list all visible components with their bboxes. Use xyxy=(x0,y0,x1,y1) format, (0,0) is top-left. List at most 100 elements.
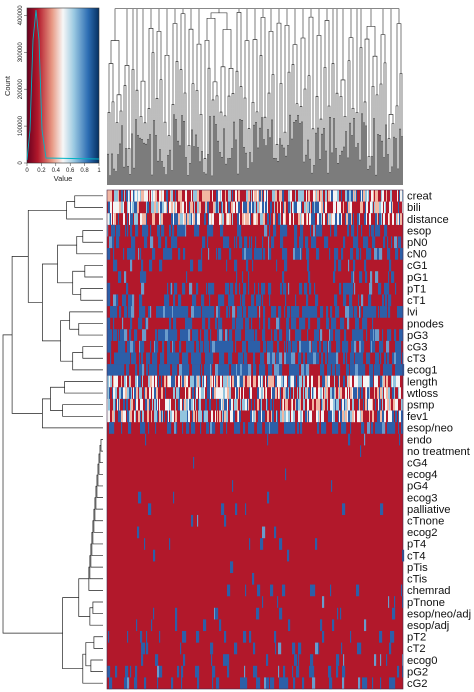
heatmap-cell xyxy=(132,201,135,214)
heatmap-cell xyxy=(218,294,222,307)
heatmap-cell xyxy=(221,294,225,307)
heatmap-cell xyxy=(248,306,252,318)
heatmap-cell xyxy=(389,375,392,388)
heatmap-cell xyxy=(270,190,273,202)
heatmap-cell xyxy=(195,190,198,202)
heatmap-cell xyxy=(305,201,307,214)
heatmap-cell xyxy=(214,398,217,411)
heatmap-cell xyxy=(115,201,117,214)
color-key-x-label: Value xyxy=(54,174,73,183)
heatmap-cell xyxy=(189,317,192,330)
heatmap-cell xyxy=(297,387,299,399)
heatmap-row xyxy=(107,398,404,411)
heatmap-cell xyxy=(283,398,285,411)
heatmap-cell xyxy=(109,329,112,341)
heatmap-cell xyxy=(152,201,155,214)
heatmap-cell xyxy=(142,329,144,341)
heatmap-cell xyxy=(341,398,343,411)
heatmap-cell xyxy=(314,306,316,318)
heatmap-cell xyxy=(365,190,368,202)
heatmap-cell xyxy=(248,190,251,202)
heatmap-cell xyxy=(286,410,289,423)
heatmap-cell xyxy=(223,236,227,249)
heatmap-cell xyxy=(283,375,285,388)
heatmap-cell xyxy=(157,306,161,318)
heatmap-cell xyxy=(387,213,389,225)
row-dendrogram-branch xyxy=(99,444,103,464)
heatmap-cell xyxy=(300,248,302,260)
heatmap-cell xyxy=(342,398,345,411)
heatmap-cell xyxy=(258,410,260,423)
heatmap-cell xyxy=(136,387,138,399)
heatmap-cell xyxy=(123,387,125,399)
heatmap-cell xyxy=(142,387,145,399)
heatmap-cell xyxy=(312,398,315,411)
heatmap-cell xyxy=(156,201,158,214)
heatmap-cell xyxy=(113,387,116,399)
heatmap-cell xyxy=(320,306,324,318)
heatmap-cell xyxy=(367,398,369,411)
heatmap-cell xyxy=(266,375,268,388)
heatmap-cell xyxy=(107,282,109,295)
heatmap-cell xyxy=(377,190,379,202)
heatmap-cell xyxy=(289,375,291,388)
heatmap-cell xyxy=(121,387,124,399)
heatmap-cell xyxy=(337,398,340,411)
heatmap-cell xyxy=(383,213,386,225)
heatmap-cell xyxy=(250,375,252,388)
heatmap-cell xyxy=(142,375,144,388)
heatmap-cell xyxy=(277,410,279,423)
heatmap-cell xyxy=(386,387,389,399)
heatmap-cell xyxy=(255,410,257,423)
heatmap-cell xyxy=(188,375,191,388)
heatmap-cell xyxy=(373,398,376,411)
heatmap-cell xyxy=(312,584,316,597)
heatmap-cell xyxy=(307,375,310,388)
heatmap-cell xyxy=(112,201,114,214)
heatmap-cell xyxy=(305,387,308,399)
heatmap-cell xyxy=(363,306,366,318)
heatmap-cell xyxy=(172,410,175,423)
heatmap-cell xyxy=(190,259,194,272)
heatmap-cell xyxy=(369,224,371,237)
heatmap-cell xyxy=(150,236,154,249)
row-dendrogram-branch xyxy=(57,244,77,284)
heatmap-row xyxy=(145,433,401,446)
heatmap-cell xyxy=(183,398,185,411)
heatmap-cell xyxy=(240,677,243,690)
heatmap-cell xyxy=(308,190,311,202)
heatmap-cell xyxy=(268,282,272,295)
heatmap-cell xyxy=(180,329,183,341)
heatmap-cell xyxy=(356,584,360,597)
heatmap-cell xyxy=(133,398,136,411)
heatmap-cell xyxy=(255,340,258,353)
row-label: palliative xyxy=(407,504,451,516)
heatmap-cell xyxy=(244,387,247,399)
heatmap-cell xyxy=(389,364,393,376)
heatmap-cell xyxy=(297,213,299,225)
heatmap-cell xyxy=(282,190,285,202)
heatmap-cell xyxy=(370,375,373,388)
heatmap-cell xyxy=(397,665,400,678)
heatmap-cell xyxy=(325,387,327,399)
heatmap-cell xyxy=(263,306,266,318)
heatmap-cell xyxy=(363,398,365,411)
heatmap-cell xyxy=(339,387,341,399)
heatmap-cell xyxy=(151,190,153,202)
heatmap-cell xyxy=(251,236,253,249)
heatmap-cell xyxy=(150,190,152,202)
heatmap-cell xyxy=(224,630,227,643)
heatmap-cell xyxy=(286,352,290,365)
heatmap-cell xyxy=(246,352,248,365)
heatmap-cell xyxy=(274,398,277,411)
heatmap-cell xyxy=(146,213,148,225)
heatmap-cell xyxy=(363,375,365,388)
heatmap-cell xyxy=(333,410,336,423)
heatmap-cell xyxy=(164,213,167,225)
row-dendrogram-branch xyxy=(60,320,73,362)
heatmap-cell xyxy=(165,398,168,411)
heatmap-cell xyxy=(207,236,209,249)
heatmap-cell xyxy=(112,398,114,411)
heatmap-cell xyxy=(141,642,144,655)
heatmap-cell xyxy=(300,224,304,237)
